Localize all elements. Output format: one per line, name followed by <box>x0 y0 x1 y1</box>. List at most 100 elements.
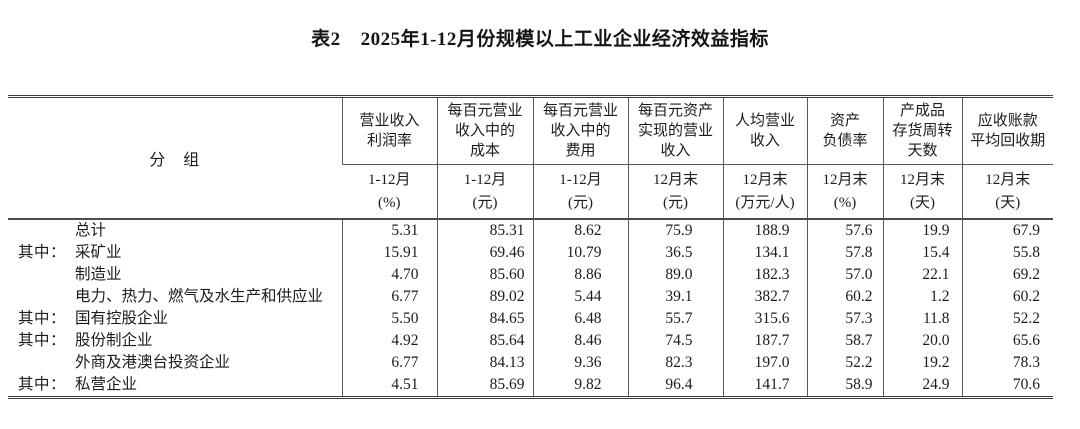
column-period: 12月末 <box>899 172 945 188</box>
value-cell: 52.2 <box>961 308 1053 330</box>
value-cell: 85.69 <box>436 374 533 398</box>
value-cell: 58.9 <box>806 374 883 398</box>
value-cell: 69.46 <box>436 242 533 264</box>
value-cell: 141.7 <box>722 374 807 398</box>
column-period: 1-12月 <box>463 172 507 188</box>
value-cell: 182.3 <box>722 264 807 286</box>
table-row: 电力、热力、燃气及水生产和供应业 6.77 89.02 5.44 39.1 382.7 60… <box>8 286 1053 308</box>
row-label-cell: 电力、热力、燃气及水生产和供应业 <box>8 286 342 308</box>
value-cell: 84.65 <box>436 308 533 330</box>
column-header-6: 资产 负债率 <box>806 96 883 165</box>
value-cell: 89.02 <box>436 286 533 308</box>
value-cell: 82.3 <box>627 352 723 374</box>
column-subheader-4: 12月末 (元) <box>627 164 723 220</box>
row-label-cell: 总计 <box>8 219 342 242</box>
column-unit: (元) <box>568 195 593 211</box>
row-label-cell: 制造业 <box>8 264 342 286</box>
value-cell: 85.60 <box>436 264 533 286</box>
column-subheader-3: 1-12月 (元) <box>532 164 628 220</box>
value-cell: 85.64 <box>436 330 533 352</box>
row-label: 国有控股企业 <box>75 310 169 327</box>
column-period: 12月末 <box>652 172 698 188</box>
column-subheader-7: 12月末 (天) <box>882 164 962 220</box>
value-cell: 75.9 <box>627 219 723 242</box>
column-name: 每百元营业 收入中的 费用 <box>542 103 618 159</box>
value-cell: 5.44 <box>532 286 628 308</box>
value-cell: 10.79 <box>532 242 628 264</box>
value-cell: 67.9 <box>961 219 1053 242</box>
value-cell: 6.77 <box>341 286 437 308</box>
value-cell: 15.91 <box>341 242 437 264</box>
column-name: 营业收入 利润率 <box>359 113 420 149</box>
row-label: 私营企业 <box>75 376 138 393</box>
column-unit: (天) <box>995 195 1021 211</box>
value-cell: 6.48 <box>532 308 628 330</box>
column-period: 1-12月 <box>368 172 411 188</box>
column-name: 产成品 存货周转 天数 <box>892 103 953 159</box>
value-cell: 69.2 <box>961 264 1053 286</box>
column-unit: (%) <box>378 195 401 211</box>
row-label-cell: 其中： 采矿业 <box>8 242 342 264</box>
row-label-cell: 其中： 私营企业 <box>8 374 342 398</box>
table-row: 其中： 股份制企业 4.92 85.64 8.46 74.5 187.7 58.7 20.0 65… <box>8 330 1053 352</box>
column-name: 人均营业 收入 <box>734 113 795 149</box>
value-cell: 5.31 <box>341 219 437 242</box>
value-cell: 24.9 <box>882 374 962 398</box>
value-cell: 74.5 <box>627 330 723 352</box>
column-name: 资产 负债率 <box>822 113 868 149</box>
column-header-8: 应收账款 平均回收期 <box>961 96 1053 165</box>
column-name: 每百元资产 实现的营业 收入 <box>637 103 713 159</box>
economic-indicators-table: 分 组 营业收入 利润率 每百元营业 收入中的 成本 每百元营业 收入中的 费用 每百… <box>8 95 1053 399</box>
column-unit: (万元/人) <box>735 195 795 211</box>
value-cell: 9.36 <box>532 352 628 374</box>
value-cell: 57.6 <box>806 219 883 242</box>
value-cell: 52.2 <box>806 352 883 374</box>
column-period: 1-12月 <box>559 172 602 188</box>
column-name: 应收账款 平均回收期 <box>970 113 1046 149</box>
value-cell: 36.5 <box>627 242 723 264</box>
column-subheader-8: 12月末 (天) <box>961 164 1053 220</box>
row-label-prefix: 其中： <box>18 332 67 349</box>
table-row: 其中： 国有控股企业 5.50 84.65 6.48 55.7 315.6 57.3 11.8 5… <box>8 308 1053 330</box>
column-header-4: 每百元资产 实现的营业 收入 <box>627 96 723 165</box>
value-cell: 6.77 <box>341 352 437 374</box>
value-cell: 60.2 <box>806 286 883 308</box>
value-cell: 1.2 <box>882 286 962 308</box>
row-label-prefix: 其中： <box>18 376 67 393</box>
row-label: 采矿业 <box>75 244 122 261</box>
column-subheader-1: 1-12月 (%) <box>342 164 437 220</box>
table-title-text: 2025年1-12月份规模以上工业企业经济效益指标 <box>360 29 769 50</box>
column-subheader-5: 12月末 (万元/人) <box>722 164 807 220</box>
value-cell: 70.6 <box>961 374 1053 398</box>
row-label-prefix: 其中： <box>18 244 67 261</box>
column-header-7: 产成品 存货周转 天数 <box>882 96 962 165</box>
value-cell: 57.3 <box>806 308 883 330</box>
column-header-2: 每百元营业 收入中的 成本 <box>436 96 533 165</box>
page-title: 表2 2025年1-12月份规模以上工业企业经济效益指标 <box>0 24 1080 51</box>
value-cell: 84.13 <box>436 352 533 374</box>
value-cell: 382.7 <box>722 286 807 308</box>
row-label-cell: 其中： 国有控股企业 <box>8 308 342 330</box>
value-cell: 19.9 <box>882 219 962 242</box>
column-header-3: 每百元营业 收入中的 费用 <box>532 96 628 165</box>
group-column-header: 分 组 <box>8 96 342 220</box>
value-cell: 20.0 <box>882 330 962 352</box>
row-label: 总计 <box>75 222 107 239</box>
value-cell: 4.92 <box>341 330 437 352</box>
table-row: 其中： 采矿业 15.91 69.46 10.79 36.5 134.1 57.8 15.4 55… <box>8 242 1053 264</box>
row-label: 股份制企业 <box>75 332 153 349</box>
value-cell: 134.1 <box>722 242 807 264</box>
value-cell: 58.7 <box>806 330 883 352</box>
value-cell: 55.8 <box>961 242 1053 264</box>
column-header-5: 人均营业 收入 <box>722 96 807 165</box>
row-label-cell: 其中： 股份制企业 <box>8 330 342 352</box>
value-cell: 315.6 <box>722 308 807 330</box>
table-row: 其中： 私营企业 4.51 85.69 9.82 96.4 141.7 58.9 24.9 70.… <box>8 374 1053 398</box>
value-cell: 9.82 <box>532 374 628 398</box>
value-cell: 57.0 <box>806 264 883 286</box>
table-row: 制造业 4.70 85.60 8.86 89.0 182.3 57.0 22.1 69.2 <box>8 264 1053 286</box>
column-header-1: 营业收入 利润率 <box>341 96 437 165</box>
column-period: 12月末 <box>985 172 1031 188</box>
column-period: 12月末 <box>742 172 788 188</box>
value-cell: 65.6 <box>961 330 1053 352</box>
